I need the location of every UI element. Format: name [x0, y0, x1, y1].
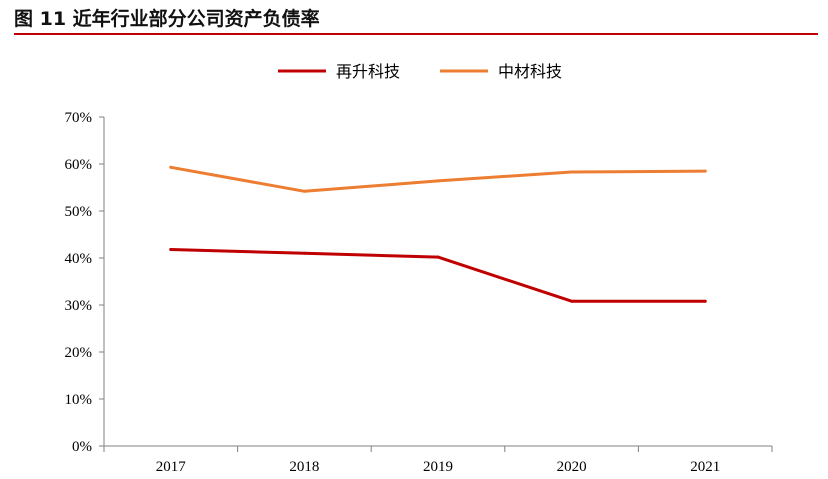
axes [99, 116, 773, 452]
data-point-2-2021 [703, 169, 707, 173]
legend-label-1: 再升科技 [336, 62, 400, 81]
data-point-1-2018 [302, 251, 306, 255]
tick-labels: 0% 10% 20% 30% 40% 50% 60% 70% 2017 2018 2019 2020 2… [65, 110, 721, 475]
data-point-2-2019 [436, 179, 440, 183]
x-tick-label: 2021 [690, 459, 720, 475]
y-tick-label: 40% [65, 251, 93, 267]
data-point-1-2019 [436, 255, 440, 259]
y-tick-label: 0% [72, 439, 92, 455]
x-tick-label: 2018 [289, 459, 319, 475]
series-line-2 [169, 165, 707, 193]
series-lines [169, 165, 707, 303]
y-tick-label: 50% [65, 204, 93, 220]
y-tick-label: 30% [65, 298, 93, 314]
data-point-1-2017 [169, 248, 173, 252]
x-tick-label: 2017 [156, 459, 187, 475]
y-tick-label: 60% [65, 157, 93, 173]
title-divider [14, 33, 818, 35]
legend: 再升科技 中材科技 [278, 62, 562, 81]
data-point-1-2020 [570, 299, 574, 303]
data-point-1-2021 [703, 299, 707, 303]
data-point-2-2020 [570, 170, 574, 174]
x-tick-label: 2020 [557, 459, 587, 475]
y-tick-label: 70% [65, 110, 93, 126]
x-tick-label: 2019 [423, 459, 453, 475]
y-tick-label: 10% [65, 392, 93, 408]
chart-title: 图 11 近年行业部分公司资产负债率 [14, 8, 320, 30]
data-point-2-2018 [302, 189, 306, 193]
legend-label-2: 中材科技 [498, 62, 562, 81]
data-point-2-2017 [169, 165, 173, 169]
y-tick-label: 20% [65, 345, 93, 361]
